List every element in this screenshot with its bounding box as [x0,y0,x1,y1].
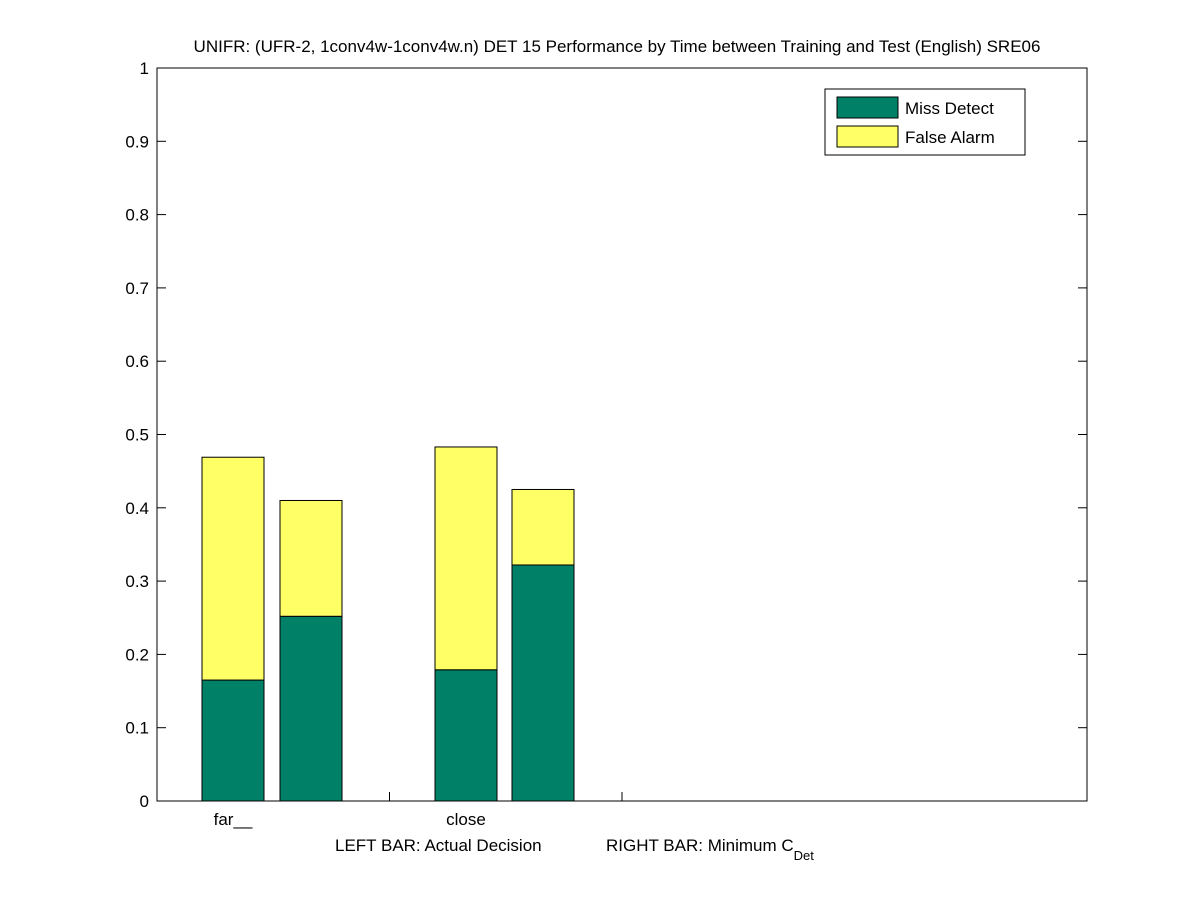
y-tick-label-8: 0.8 [125,206,149,225]
y-tick-label-2: 0.2 [125,645,149,664]
bar-close-actual-miss-detect [434,669,498,802]
y-tick-label-7: 0.7 [125,279,149,298]
x-axis-label-left: LEFT BAR: Actual Decision [335,836,542,855]
legend-label-miss-detect: Miss Detect [905,99,994,118]
y-tick-label-6: 0.6 [125,352,149,371]
x-tick-label-far: far__ [214,810,253,829]
x-axis-label-right: RIGHT BAR: Minimum CDet [606,836,814,863]
legend: Miss Detect False Alarm [824,88,1026,156]
bar-close-minimum-miss-detect [511,564,575,802]
legend-swatch-false-alarm [836,125,899,148]
bars-group [201,446,575,802]
x-axis: far__ close [214,792,623,829]
y-tick-label-0: 0 [140,792,149,811]
legend-label-false-alarm: False Alarm [905,128,995,147]
y-axis: 0 0.1 0.2 0.3 0.4 0.5 0.6 0.7 0.8 0.9 1 [125,59,1087,811]
y-tick-label-3: 0.3 [125,572,149,591]
bar-far-actual-false-alarm [201,456,265,681]
y-tick-label-5: 0.5 [125,426,149,445]
x-tick-label-close: close [446,810,486,829]
x-axis-label-right-subscript: Det [794,848,815,863]
y-tick-label-9: 0.9 [125,132,149,151]
x-axis-label-right-main: RIGHT BAR: Minimum C [606,836,794,855]
chart-title: UNIFR: (UFR-2, 1conv4w-1conv4w.n) DET 15… [194,37,1041,56]
y-tick-label-1: 0.1 [125,719,149,738]
bar-close-actual-false-alarm [434,446,498,671]
bar-close-minimum-false-alarm [511,488,575,566]
bar-far-actual-miss-detect [201,679,265,802]
y-tick-label-4: 0.4 [125,499,149,518]
bar-far-minimum-miss-detect [279,615,343,802]
y-tick-label-10: 1 [140,59,149,78]
bar-far-minimum-false-alarm [279,499,343,617]
legend-swatch-miss-detect [836,96,899,119]
